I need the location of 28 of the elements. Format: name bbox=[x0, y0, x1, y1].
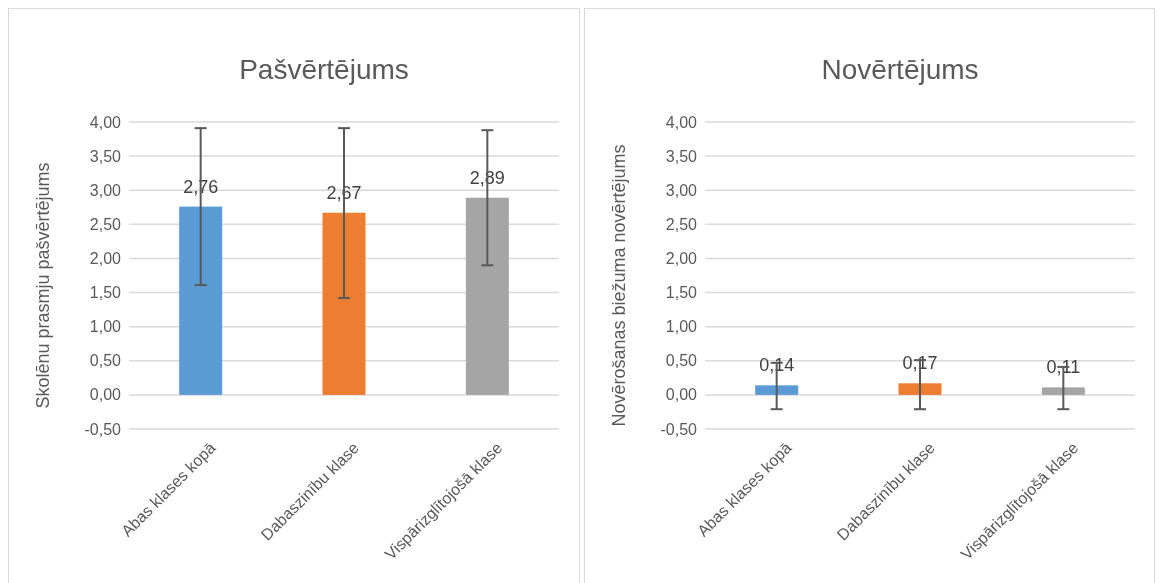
y-tick-label: 3,50 bbox=[665, 147, 697, 165]
y-tick-label: 0,50 bbox=[89, 352, 122, 370]
y-axis-title: Novērošanas biežuma novērtējums bbox=[608, 144, 629, 427]
y-tick-label: 3,00 bbox=[665, 181, 697, 199]
y-tick-label: 3,00 bbox=[89, 181, 122, 199]
chart-title: Novērtējums bbox=[820, 54, 979, 85]
y-tick-label: 2,50 bbox=[665, 215, 697, 233]
y-tick-label: 2,00 bbox=[665, 250, 697, 268]
data-label: 0,11 bbox=[1045, 357, 1080, 378]
y-tick-label: 4,00 bbox=[89, 113, 122, 131]
y-tick-label: -0,50 bbox=[84, 420, 122, 438]
y-tick-label: 0,00 bbox=[89, 386, 122, 404]
y-axis-title: Skolēnu prasmju pašvērtējums bbox=[33, 162, 53, 409]
y-tick-label: 1,50 bbox=[89, 284, 122, 302]
bar bbox=[465, 197, 509, 395]
bar bbox=[179, 206, 223, 395]
chart-title: Pašvērtējums bbox=[239, 54, 409, 85]
y-tick-label: 2,50 bbox=[89, 215, 122, 233]
y-tick-label: 0,00 bbox=[665, 386, 697, 404]
y-tick-label: 4,00 bbox=[665, 113, 697, 131]
y-tick-label: -0,50 bbox=[660, 420, 697, 438]
y-tick-label: 1,00 bbox=[665, 318, 697, 336]
y-tick-label: 1,00 bbox=[89, 318, 122, 336]
y-tick-label: 2,00 bbox=[89, 250, 122, 268]
y-tick-label: 0,50 bbox=[665, 352, 697, 370]
bar bbox=[322, 212, 366, 395]
y-tick-label: 1,50 bbox=[665, 284, 697, 302]
y-tick-label: 3,50 bbox=[89, 147, 122, 165]
